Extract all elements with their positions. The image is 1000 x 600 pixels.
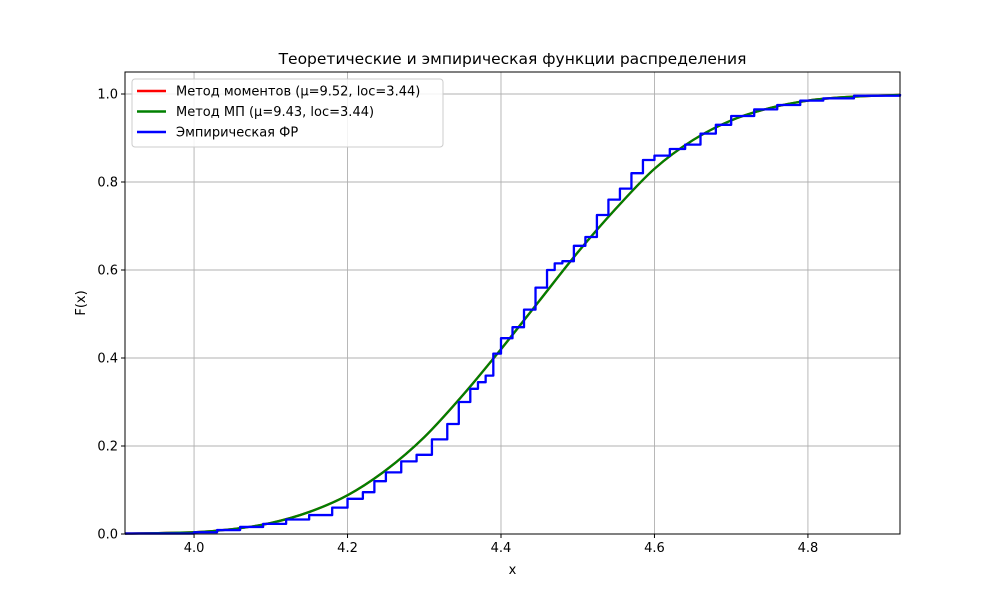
legend-box — [131, 78, 444, 148]
y-axis: 0.0 0.2 0.4 0.6 0.8 1.0 — [97, 88, 125, 543]
y-tick-label: 1.0 — [97, 88, 118, 103]
chart-title: Теоретические и эмпирическая функции рас… — [278, 50, 747, 68]
y-tick-label: 0.0 — [97, 528, 118, 543]
legend: Метод моментов (μ=9.52, loc=3.44) Метод М… — [131, 78, 444, 148]
x-tick-label: 4.4 — [491, 541, 512, 556]
x-axis: 4.0 4.2 4.4 4.6 4.8 — [184, 534, 819, 556]
plot-frame — [124, 71, 901, 535]
x-tick-label: 4.6 — [644, 541, 665, 556]
y-axis-label: F(x) — [74, 290, 89, 315]
grid — [125, 72, 900, 535]
y-tick-label: 0.2 — [97, 440, 118, 455]
legend-label-2: Метод МП (μ=9.43, loc=3.44) — [176, 105, 374, 120]
series-layer — [124, 93, 902, 535]
x-axis-label: x — [509, 563, 517, 578]
y-tick-label: 0.4 — [97, 352, 118, 367]
legend-label-3: Эмпирическая ФР — [176, 126, 298, 141]
x-tick-label: 4.0 — [184, 541, 205, 556]
legend-label-1: Метод моментов (μ=9.52, loc=3.44) — [176, 85, 420, 100]
x-tick-label: 4.2 — [337, 541, 358, 556]
y-tick-label: 0.8 — [97, 176, 118, 191]
y-tick-label: 0.6 — [97, 264, 118, 279]
series-line-3 — [125, 94, 902, 535]
x-tick-label: 4.8 — [798, 541, 819, 556]
